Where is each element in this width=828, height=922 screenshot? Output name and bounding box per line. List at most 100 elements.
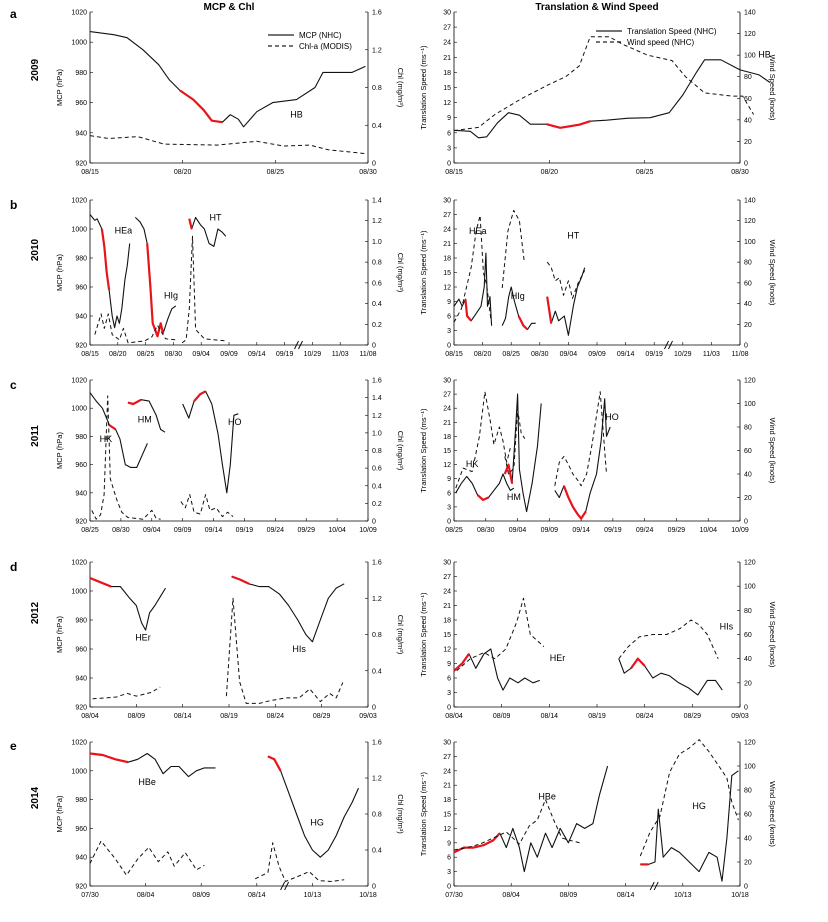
left-tick-label: 940 bbox=[75, 676, 87, 683]
right-tick-label: 60 bbox=[744, 632, 752, 639]
dashed-series-line bbox=[89, 840, 205, 876]
storm-label: HT bbox=[567, 231, 579, 241]
x-tick-label: 08/09 bbox=[192, 892, 210, 899]
highlighted-segment bbox=[100, 228, 111, 291]
left-tick-label: 940 bbox=[75, 855, 87, 862]
year-label: 2009 bbox=[30, 58, 41, 81]
solid-series-line bbox=[188, 216, 227, 247]
highlighted-segment bbox=[453, 832, 501, 854]
left-tick-label: 12 bbox=[443, 100, 451, 107]
right-tick-label: 60 bbox=[744, 448, 752, 455]
storm-label: HEa bbox=[115, 225, 133, 235]
right-tick-label: 1.6 bbox=[372, 378, 382, 385]
x-tick-label: 09/03 bbox=[731, 713, 749, 720]
left-tick-label: 15 bbox=[443, 270, 451, 277]
year-label: 2014 bbox=[30, 786, 41, 809]
storm-label: HG bbox=[310, 818, 324, 828]
legend-label: Wind speed (NHC) bbox=[627, 38, 694, 47]
left-tick-label: 12 bbox=[443, 826, 451, 833]
axis-break-mark bbox=[280, 881, 286, 891]
right-tick-label: 100 bbox=[744, 764, 756, 771]
left-tick-label: 0 bbox=[447, 705, 451, 712]
right-tick-label: 140 bbox=[744, 10, 756, 17]
storm-label: HO bbox=[228, 417, 242, 427]
left-tick-label: 24 bbox=[443, 40, 451, 47]
right-tick-label: 100 bbox=[744, 401, 756, 408]
right-axis-label: Wind Speed (knots) bbox=[768, 418, 777, 484]
dashed-series-line bbox=[554, 391, 607, 487]
axis-break-mark bbox=[649, 881, 655, 891]
right-tick-label: 120 bbox=[744, 218, 756, 225]
right-tick-label: 20 bbox=[744, 495, 752, 502]
right-tick-label: 80 bbox=[744, 260, 752, 267]
x-tick-label: 08/29 bbox=[313, 713, 331, 720]
right-tick-label: 20 bbox=[744, 680, 752, 687]
right-axis-label: Chl (mg/m³) bbox=[396, 615, 405, 655]
year-label: 2011 bbox=[30, 425, 41, 447]
right-tick-label: 0.4 bbox=[372, 123, 382, 130]
right-tick-label: 0.8 bbox=[372, 632, 382, 639]
x-tick-label: 10/04 bbox=[328, 527, 346, 534]
right-axis-label: Wind Speed (knots) bbox=[768, 55, 777, 121]
right-tick-label: 1.4 bbox=[372, 198, 382, 205]
highlighted-segment bbox=[89, 752, 129, 764]
right-tick-label: 0 bbox=[372, 343, 376, 350]
dashed-series-line bbox=[225, 597, 344, 704]
row-letter: c bbox=[10, 378, 17, 392]
x-tick-label: 08/09 bbox=[493, 713, 511, 720]
highlighted-segment bbox=[127, 398, 142, 406]
highlighted-segment bbox=[231, 575, 250, 585]
right-tick-label: 0 bbox=[372, 705, 376, 712]
x-tick-label: 10/29 bbox=[304, 351, 322, 358]
right-tick-label: 1.6 bbox=[372, 560, 382, 567]
right-tick-label: 0.4 bbox=[372, 483, 382, 490]
x-tick-label: 08/20 bbox=[541, 169, 559, 176]
dashed-series-line bbox=[453, 36, 755, 132]
x-tick-label: 10/18 bbox=[731, 892, 749, 899]
solid-series-line bbox=[89, 577, 166, 631]
left-tick-label: 3 bbox=[447, 504, 451, 511]
left-tick-label: 980 bbox=[75, 256, 87, 263]
x-tick-label: 09/14 bbox=[617, 351, 635, 358]
solid-series-line bbox=[453, 252, 493, 326]
right-axis-label: Chl (mg/m³) bbox=[396, 253, 405, 293]
right-tick-label: 1.2 bbox=[372, 47, 382, 54]
legend-label: MCP (NHC) bbox=[299, 31, 342, 40]
x-tick-label: 09/09 bbox=[174, 527, 192, 534]
highlighted-segment bbox=[179, 89, 223, 124]
x-tick-label: 08/24 bbox=[267, 713, 285, 720]
left-tick-label: 21 bbox=[443, 241, 451, 248]
storm-label: HIg bbox=[164, 291, 178, 301]
x-tick-label: 08/04 bbox=[502, 892, 520, 899]
translation-wind-column-title: Translation & Wind Speed bbox=[535, 2, 658, 13]
x-tick-label: 08/15 bbox=[81, 351, 99, 358]
solid-series-line bbox=[134, 216, 177, 337]
left-tick-label: 920 bbox=[75, 161, 87, 168]
left-tick-label: 24 bbox=[443, 406, 451, 413]
left-tick-label: 980 bbox=[75, 70, 87, 77]
dashed-series-line bbox=[92, 686, 161, 700]
x-tick-label: 08/30 bbox=[731, 169, 749, 176]
right-tick-label: 0 bbox=[372, 884, 376, 891]
left-tick-label: 1020 bbox=[71, 560, 87, 567]
left-tick-label: 24 bbox=[443, 768, 451, 775]
left-tick-label: 6 bbox=[447, 314, 451, 321]
row-letter: a bbox=[10, 7, 17, 21]
left-tick-label: 12 bbox=[443, 462, 451, 469]
right-tick-label: 1.2 bbox=[372, 413, 382, 420]
right-tick-label: 1.0 bbox=[372, 239, 382, 246]
row-letter: d bbox=[10, 560, 17, 574]
left-tick-label: 24 bbox=[443, 589, 451, 596]
left-tick-label: 27 bbox=[443, 392, 451, 399]
highlighted-segment bbox=[89, 576, 112, 588]
x-tick-label: 07/30 bbox=[445, 892, 463, 899]
right-tick-label: 40 bbox=[744, 836, 752, 843]
x-tick-label: 08/14 bbox=[174, 713, 192, 720]
x-tick-label: 08/25 bbox=[445, 527, 463, 534]
left-tick-label: 9 bbox=[447, 661, 451, 668]
right-axis-label: Chl (mg/m³) bbox=[396, 431, 405, 471]
left-tick-label: 1020 bbox=[71, 740, 87, 747]
left-tick-label: 27 bbox=[443, 754, 451, 761]
right-tick-label: 1.6 bbox=[372, 740, 382, 747]
right-tick-label: 0.8 bbox=[372, 260, 382, 267]
